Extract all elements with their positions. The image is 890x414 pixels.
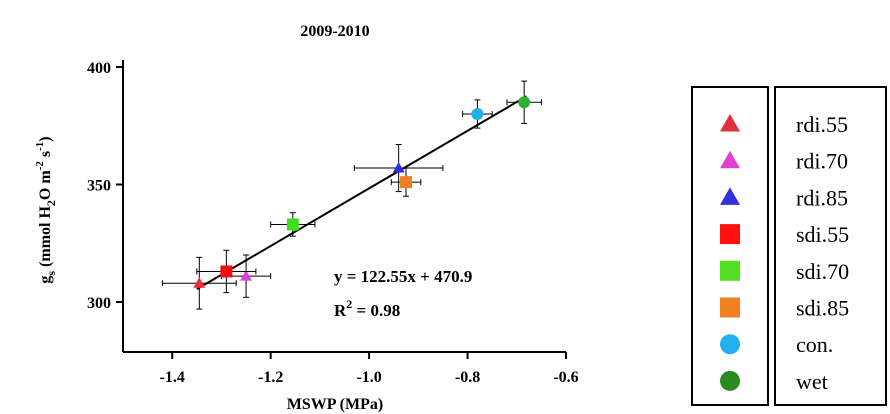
legend-label: sdi.85 — [796, 296, 849, 321]
legend-items: rdi.55 rdi.70 rdi.85 sdi.55 sdi.70 sdi.85 con.… — [720, 112, 849, 394]
data-point — [392, 162, 405, 173]
legend-marker — [720, 224, 740, 245]
x-tick-label: -0.6 — [553, 369, 578, 386]
y-tick-label: 300 — [87, 295, 111, 312]
legend-marker — [720, 334, 740, 355]
y-label-end: ) — [37, 136, 54, 141]
legend-label: rdi.70 — [796, 149, 848, 174]
legend-marker — [720, 150, 740, 169]
y-label-sup2: -1 — [34, 142, 46, 151]
data-point — [240, 270, 253, 281]
legend-marker — [720, 114, 740, 132]
y-tick-label: 350 — [87, 178, 111, 195]
point-group-sdi.70 — [270, 212, 316, 237]
point-group-sdi.55 — [196, 249, 257, 294]
point-group-sdi.85 — [390, 167, 422, 197]
point-group-wet — [506, 80, 542, 124]
point-group-con. — [462, 99, 493, 129]
y-axis-label: gs (mmol H2O m-2 s-1) — [34, 136, 58, 283]
regression-equation: y = 122.55x + 470.9 — [334, 267, 472, 286]
legend: rdi.55 rdi.70 rdi.85 sdi.55 sdi.70 sdi.85 con.… — [691, 86, 887, 406]
x-tick-label: -1.4 — [160, 369, 185, 386]
data-point — [193, 277, 206, 288]
r2-label: R — [334, 301, 347, 320]
data-point — [471, 108, 484, 120]
x-ticks: -1.4 -1.2 -1.0 -0.8 -0.6 — [160, 352, 579, 386]
y-label-units-rest: O m — [37, 170, 54, 200]
legend-marker — [720, 297, 740, 318]
r-squared: R2 = 0.98 — [334, 297, 400, 320]
legend-label: sdi.70 — [796, 259, 849, 284]
axes — [122, 60, 566, 353]
point-group-rdi.55 — [161, 256, 237, 310]
chart-title: 2009-2010 — [300, 23, 369, 40]
data-points — [161, 80, 542, 310]
r2-sup: 2 — [346, 297, 352, 311]
legend-marker-box — [691, 86, 769, 406]
y-label-sub: s — [44, 271, 58, 276]
regression-line — [196, 95, 528, 291]
legend-marker — [720, 187, 740, 205]
legend-label: rdi.55 — [796, 112, 848, 137]
x-tick-label: -1.0 — [356, 369, 381, 386]
data-point — [220, 265, 233, 278]
y-label-units: (mmol H — [37, 206, 54, 267]
legend-label-box — [774, 86, 887, 406]
legend-label: rdi.85 — [796, 185, 848, 210]
x-tick-label: -1.2 — [258, 369, 283, 386]
y-label-mid: s — [37, 151, 54, 161]
data-point — [518, 96, 531, 109]
y-ticks: 300 350 400 — [87, 60, 123, 312]
point-group-rdi.85 — [353, 144, 444, 193]
y-label-units-sub: 2 — [44, 200, 58, 206]
data-point — [400, 176, 413, 189]
legend-label: sdi.55 — [796, 222, 849, 247]
y-label-sup1: -2 — [34, 161, 46, 171]
y-tick-label: 400 — [87, 60, 111, 77]
x-tick-label: -0.8 — [455, 369, 480, 386]
legend-label: con. — [796, 332, 833, 357]
legend-marker — [720, 370, 740, 391]
x-axis-label: MSWP (MPa) — [287, 396, 383, 413]
data-point — [286, 218, 299, 231]
legend-marker — [720, 260, 740, 281]
y-label-main: g — [37, 276, 54, 284]
legend-label: wet — [796, 369, 828, 394]
r2-value: = 0.98 — [352, 301, 400, 320]
